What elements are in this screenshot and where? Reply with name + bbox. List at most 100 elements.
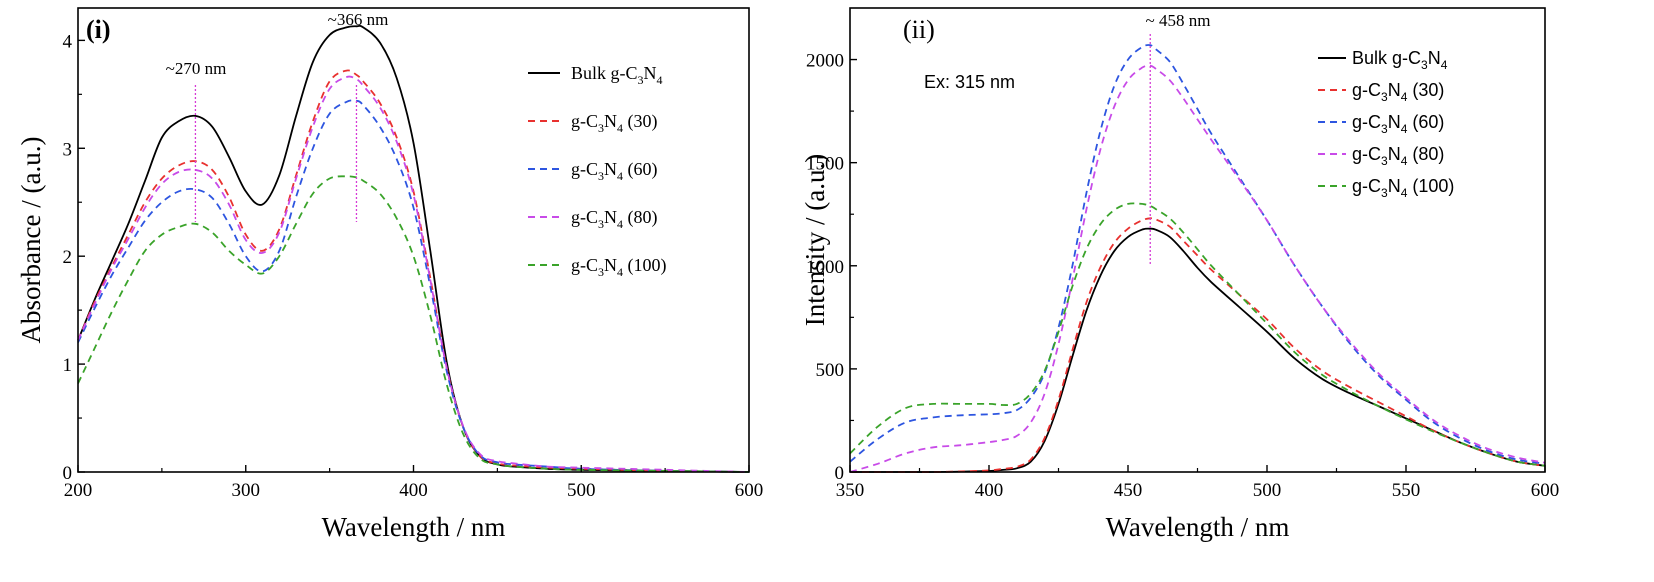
legend-text: g-C: [571, 207, 598, 227]
legend-text: Bulk g-C: [1352, 48, 1421, 68]
chart-panel-2: ~ 458 nm 350 400 450 500 550 600 0 500 1000 1500 20…: [800, 7, 1560, 542]
legend-text: (60): [623, 159, 658, 180]
y-tick-label: 1500: [806, 154, 844, 175]
excitation-note: Ex: 315 nm: [924, 72, 1015, 92]
legend-entry: g-C3N4 (100): [1352, 176, 1454, 200]
legend-subscript: 4: [657, 73, 663, 87]
legend-entry: Bulk g-C3N4: [1352, 48, 1448, 72]
legend-text: N: [604, 111, 617, 131]
series-line-5: [77, 175, 750, 473]
legend-subscript: 3: [1381, 186, 1388, 200]
legend-text: N: [1388, 112, 1401, 132]
legend-subscript: 3: [598, 217, 604, 231]
legend-text: N: [1388, 144, 1401, 164]
legend-text: (30): [623, 111, 658, 132]
legend-text: N: [644, 63, 657, 83]
legend-subscript: 4: [617, 121, 623, 135]
legend-subscript: 4: [617, 217, 623, 231]
legend-text: (30): [1407, 80, 1444, 100]
y-tick-label: 3: [63, 139, 73, 160]
legend-subscript: 4: [617, 265, 623, 279]
legend-text: Bulk g-C: [571, 63, 638, 83]
y-axis-label: Intensity / (a.u.): [800, 154, 830, 326]
x-tick-label: 500: [1253, 480, 1282, 501]
y-tick-label: 500: [816, 360, 845, 381]
legend-subscript: 3: [1421, 58, 1428, 72]
legend-subscript: 4: [617, 169, 623, 183]
x-tick-label: 600: [1531, 480, 1560, 501]
legend-text: (100): [1407, 176, 1454, 196]
legend-text: g-C: [1352, 112, 1381, 132]
legend-entry: g-C3N4 (100): [571, 255, 667, 279]
legend-subscript: 4: [1401, 154, 1408, 168]
legend-entry: g-C3N4 (30): [1352, 80, 1444, 104]
legend-text: (60): [1407, 112, 1444, 132]
legend-subscript: 4: [1441, 58, 1448, 72]
legend-text: g-C: [1352, 176, 1381, 196]
x-tick-label: 600: [735, 480, 764, 501]
legend-entry: Bulk g-C3N4: [571, 63, 663, 87]
series-line-3: [849, 44, 1546, 465]
legend-entry: g-C3N4 (80): [1352, 144, 1444, 168]
x-tick-label: 200: [64, 480, 93, 501]
legend-text: N: [604, 207, 617, 227]
legend-subscript: 3: [1381, 122, 1388, 136]
y-axis-label: Absorbance / (a.u.): [16, 137, 46, 344]
panel-label: (ii): [903, 15, 935, 44]
x-tick-label: 450: [1114, 480, 1143, 501]
legend-entry: g-C3N4 (60): [1352, 112, 1444, 136]
legend-text: N: [1388, 80, 1401, 100]
legend-text: g-C: [1352, 144, 1381, 164]
legend-subscript: 3: [1381, 154, 1388, 168]
x-tick-label: 400: [975, 480, 1004, 501]
legend-subscript: 3: [1381, 90, 1388, 104]
legend-subscript: 4: [1401, 122, 1408, 136]
legend-text: N: [1388, 176, 1401, 196]
x-tick-label: 350: [836, 480, 865, 501]
x-tick-label: 500: [567, 480, 596, 501]
series-line-4: [77, 75, 750, 473]
legend-entry: g-C3N4 (80): [571, 207, 658, 231]
legend-subscript: 3: [598, 265, 604, 279]
series-line-4: [849, 64, 1546, 473]
y-tick-label: 1: [63, 355, 73, 376]
x-axis-label: Wavelength / nm: [322, 512, 506, 542]
legend-entry: g-C3N4 (60): [571, 159, 658, 183]
legend-subscript: 3: [598, 169, 604, 183]
series-line-2: [77, 69, 750, 473]
series-line-5: [849, 202, 1546, 467]
legend-text: g-C: [571, 255, 598, 275]
peak-annotation: ~ 458 nm: [1146, 11, 1211, 30]
legend-subscript: 3: [598, 121, 604, 135]
legend-text: g-C: [1352, 80, 1381, 100]
x-axis-label: Wavelength / nm: [1106, 512, 1290, 542]
panel-label: (i): [86, 15, 111, 44]
legend-text: (80): [623, 207, 658, 228]
legend-subscript: 3: [638, 73, 644, 87]
x-tick-label: 550: [1392, 480, 1421, 501]
x-tick-label: 400: [399, 480, 428, 501]
peak-annotation: ~366 nm: [328, 10, 389, 29]
legend-subscript: 4: [1401, 186, 1408, 200]
series-line-1: [77, 24, 750, 473]
series-lines: [849, 44, 1546, 473]
legend-entry: g-C3N4 (30): [571, 111, 658, 135]
series-line-3: [77, 99, 750, 473]
peak-annotation: ~270 nm: [166, 59, 227, 78]
series-lines: [77, 24, 750, 473]
legend-text: (80): [1407, 144, 1444, 164]
y-tick-label: 0: [835, 463, 845, 484]
legend-text: (100): [623, 255, 667, 276]
y-tick-label: 1000: [806, 257, 844, 278]
legend-text: N: [1428, 48, 1441, 68]
legend-text: g-C: [571, 159, 598, 179]
legend-text: N: [604, 159, 617, 179]
y-tick-label: 4: [63, 31, 73, 52]
legend-subscript: 4: [1401, 90, 1408, 104]
y-tick-label: 2000: [806, 51, 844, 72]
legend-text: g-C: [571, 111, 598, 131]
